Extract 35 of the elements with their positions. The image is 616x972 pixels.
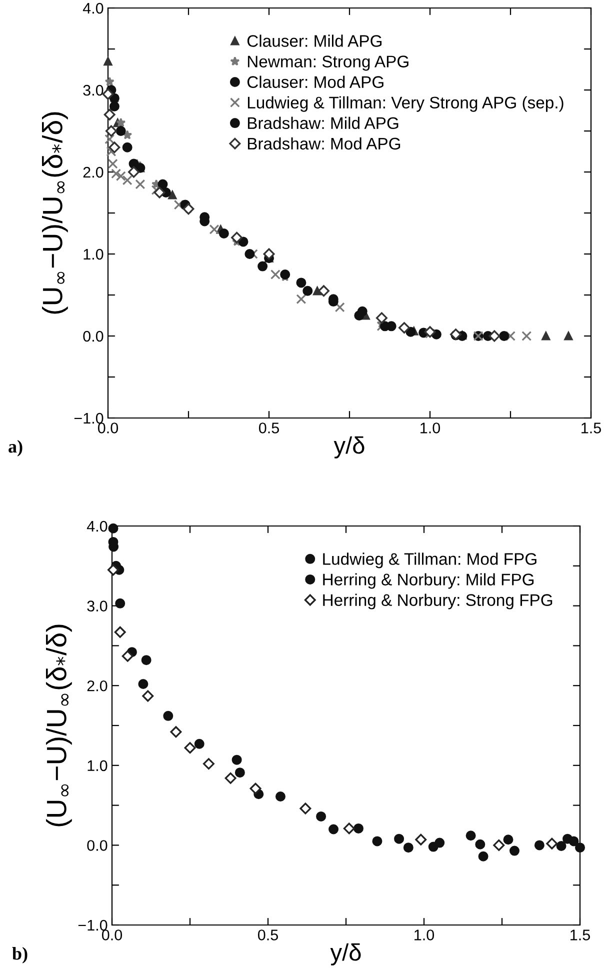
text: b) (12, 947, 28, 964)
y-axis-title: (U$_{∞}$−U)/U$_{∞}$(δ$_{*}$/δ) (42, 112, 68, 314)
y-tick-label: 2.0 (87, 680, 108, 692)
y-tick-label: 0.0 (87, 840, 108, 851)
legend-label: Ludwieg & Tillman: Very Strong APG (sep.) (248, 96, 564, 112)
y-tick-label: 0.0 (83, 330, 104, 342)
y-tick-label: 4.0 (82, 2, 104, 14)
x-tick-label: 1.5 (582, 422, 601, 434)
y-tick-label: 1.0 (88, 760, 108, 772)
legend-label: Herring & Norbury: Mild FPG (323, 573, 534, 589)
legend-label: Bradshaw: Mild APG (248, 116, 398, 130)
y-tick-label: 1.0 (84, 248, 104, 260)
x-tick-label: 0.5 (258, 422, 279, 434)
legend-label: Clauser: Mild APG (247, 34, 382, 47)
legend-label: Bradshaw: Mod APG (248, 137, 400, 150)
x-axis-title: y/δ (334, 436, 364, 458)
y-tick-label: −1.0 (78, 920, 108, 931)
y-tick-label: 3.0 (83, 84, 104, 96)
y-tick-label: 2.0 (83, 166, 104, 178)
legend-label: Newman: Strong APG (248, 56, 408, 71)
x-tick-label: 0.0 (102, 930, 122, 940)
x-tick-label: 1.0 (414, 930, 434, 940)
x-tick-label: 1.5 (570, 930, 590, 940)
x-tick-label: 0.5 (258, 930, 278, 940)
y-axis-title: (U$_{∞}$−U)/U$_{∞}$(δ$_{*}$/δ) (46, 624, 72, 826)
legend-label: Ludwieg & Tillman: Mod FPG (323, 552, 536, 568)
x-tick-label: 1.0 (420, 422, 440, 434)
x-tick-label: 0.0 (98, 422, 118, 434)
y-tick-label: 3.0 (87, 600, 108, 612)
y-tick-label: −1.0 (74, 412, 104, 424)
legend-label: Clauser: Mod APG (247, 76, 384, 88)
y-tick-label: 4.0 (86, 520, 108, 532)
legend-label: Herring & Norbury: Strong FPG (323, 594, 552, 610)
text: a) (8, 440, 22, 456)
x-axis-title: y/δ (330, 943, 361, 966)
